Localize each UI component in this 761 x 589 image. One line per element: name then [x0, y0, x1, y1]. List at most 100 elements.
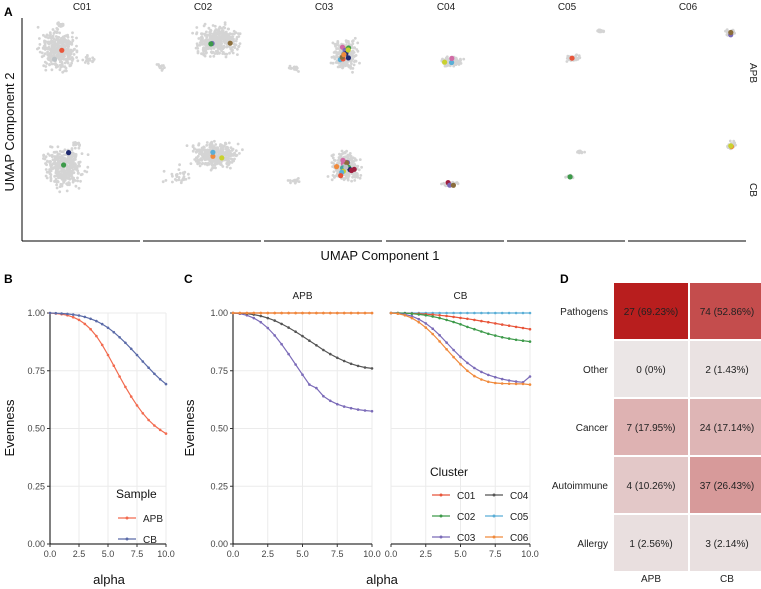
umap-point	[55, 186, 59, 190]
series-point-cb	[164, 382, 168, 386]
umap-point	[218, 25, 222, 29]
umap-facet	[724, 28, 736, 38]
series-point-c04	[308, 339, 311, 343]
umap-point	[212, 33, 215, 37]
umap-point	[70, 148, 74, 152]
series-point-c02	[480, 330, 483, 333]
umap-point	[43, 43, 47, 47]
y-tick-label: 1.00	[210, 308, 228, 318]
umap-point	[356, 41, 360, 45]
umap-column-label: C05	[558, 2, 577, 13]
umap-point	[54, 177, 58, 181]
umap-highlight-point	[449, 59, 455, 66]
umap-point	[202, 46, 206, 50]
series-point-c05	[480, 311, 483, 315]
umap-point	[223, 40, 227, 43]
series-point-c05	[507, 311, 511, 315]
x-tick-label: 7.5	[489, 549, 502, 559]
umap-point	[360, 165, 363, 169]
umap-point	[202, 157, 206, 160]
umap-point	[216, 31, 220, 35]
series-point-c01	[521, 326, 525, 330]
umap-point	[71, 158, 74, 162]
umap-point	[234, 31, 238, 34]
umap-point	[236, 142, 240, 146]
umap-point	[44, 40, 48, 44]
series-point-c04	[349, 362, 353, 366]
umap-point	[358, 158, 362, 162]
umap-point	[193, 147, 196, 151]
heatmap-row-label: Allergy	[577, 539, 608, 550]
umap-facet	[440, 55, 466, 68]
umap-column-label: C03	[315, 2, 334, 13]
umap-point	[214, 32, 218, 36]
umap-point	[221, 150, 225, 154]
umap-point	[66, 49, 70, 53]
umap-point	[204, 51, 208, 55]
umap-point	[214, 49, 218, 53]
umap-point	[351, 164, 355, 167]
umap-point	[77, 146, 81, 150]
umap-facet	[726, 139, 737, 151]
umap-point	[227, 157, 231, 160]
umap-point	[197, 149, 201, 153]
series-point-c01	[494, 322, 497, 325]
umap-point	[43, 60, 47, 64]
umap-point	[331, 41, 335, 45]
heatmap-cell-label: 7 (17.95%)	[627, 423, 676, 434]
series-point-c01	[514, 325, 518, 329]
umap-point	[198, 152, 201, 156]
series-point-c05	[500, 311, 504, 315]
umap-point	[336, 169, 340, 173]
series-point-c05	[528, 311, 532, 315]
series-point-apb	[89, 327, 92, 331]
umap-point	[80, 152, 84, 156]
umap-point	[162, 169, 166, 173]
legend-key-point	[492, 535, 496, 539]
umap-point	[353, 172, 356, 176]
umap-point	[60, 24, 64, 28]
umap-point	[48, 31, 52, 35]
series-point-c02	[487, 332, 490, 336]
umap-point	[75, 36, 78, 40]
series-point-c03	[452, 348, 455, 352]
umap-point	[187, 176, 191, 180]
umap-point	[50, 39, 53, 42]
umap-point	[177, 168, 181, 172]
umap-point	[85, 59, 88, 62]
umap-point	[86, 54, 89, 57]
series-point-c06	[301, 311, 304, 315]
umap-point	[232, 39, 236, 43]
umap-point	[59, 65, 63, 68]
series-point-c06	[507, 382, 511, 386]
umap-point	[48, 53, 52, 56]
series-point-c05	[466, 311, 469, 315]
umap-point	[79, 179, 82, 183]
umap-facet	[564, 149, 586, 180]
series-point-c02	[459, 323, 462, 326]
umap-point	[336, 40, 340, 43]
heatmap-column-label: APB	[641, 574, 661, 585]
heatmap-column-label: CB	[720, 574, 734, 585]
x-tick-label: 0.0	[385, 549, 398, 559]
series-point-c06	[452, 355, 455, 359]
umap-point	[72, 48, 76, 51]
umap-point	[224, 55, 228, 59]
x-tick-label: 5.0	[102, 549, 115, 559]
umap-point	[182, 172, 186, 176]
series-point-cb	[100, 322, 104, 326]
series-point-c01	[445, 314, 448, 318]
umap-point	[574, 54, 578, 57]
umap-point	[61, 43, 65, 47]
umap-point	[353, 175, 357, 179]
umap-point	[210, 163, 214, 167]
umap-point	[213, 29, 217, 33]
legend-label-c04: C04	[510, 491, 529, 502]
series-point-cb	[147, 366, 150, 370]
panel-letter-c: C	[184, 272, 193, 286]
series-point-c06	[494, 381, 497, 385]
umap-point	[576, 150, 579, 154]
umap-point	[60, 154, 64, 158]
series-point-c04	[280, 322, 283, 326]
umap-point	[58, 31, 61, 35]
